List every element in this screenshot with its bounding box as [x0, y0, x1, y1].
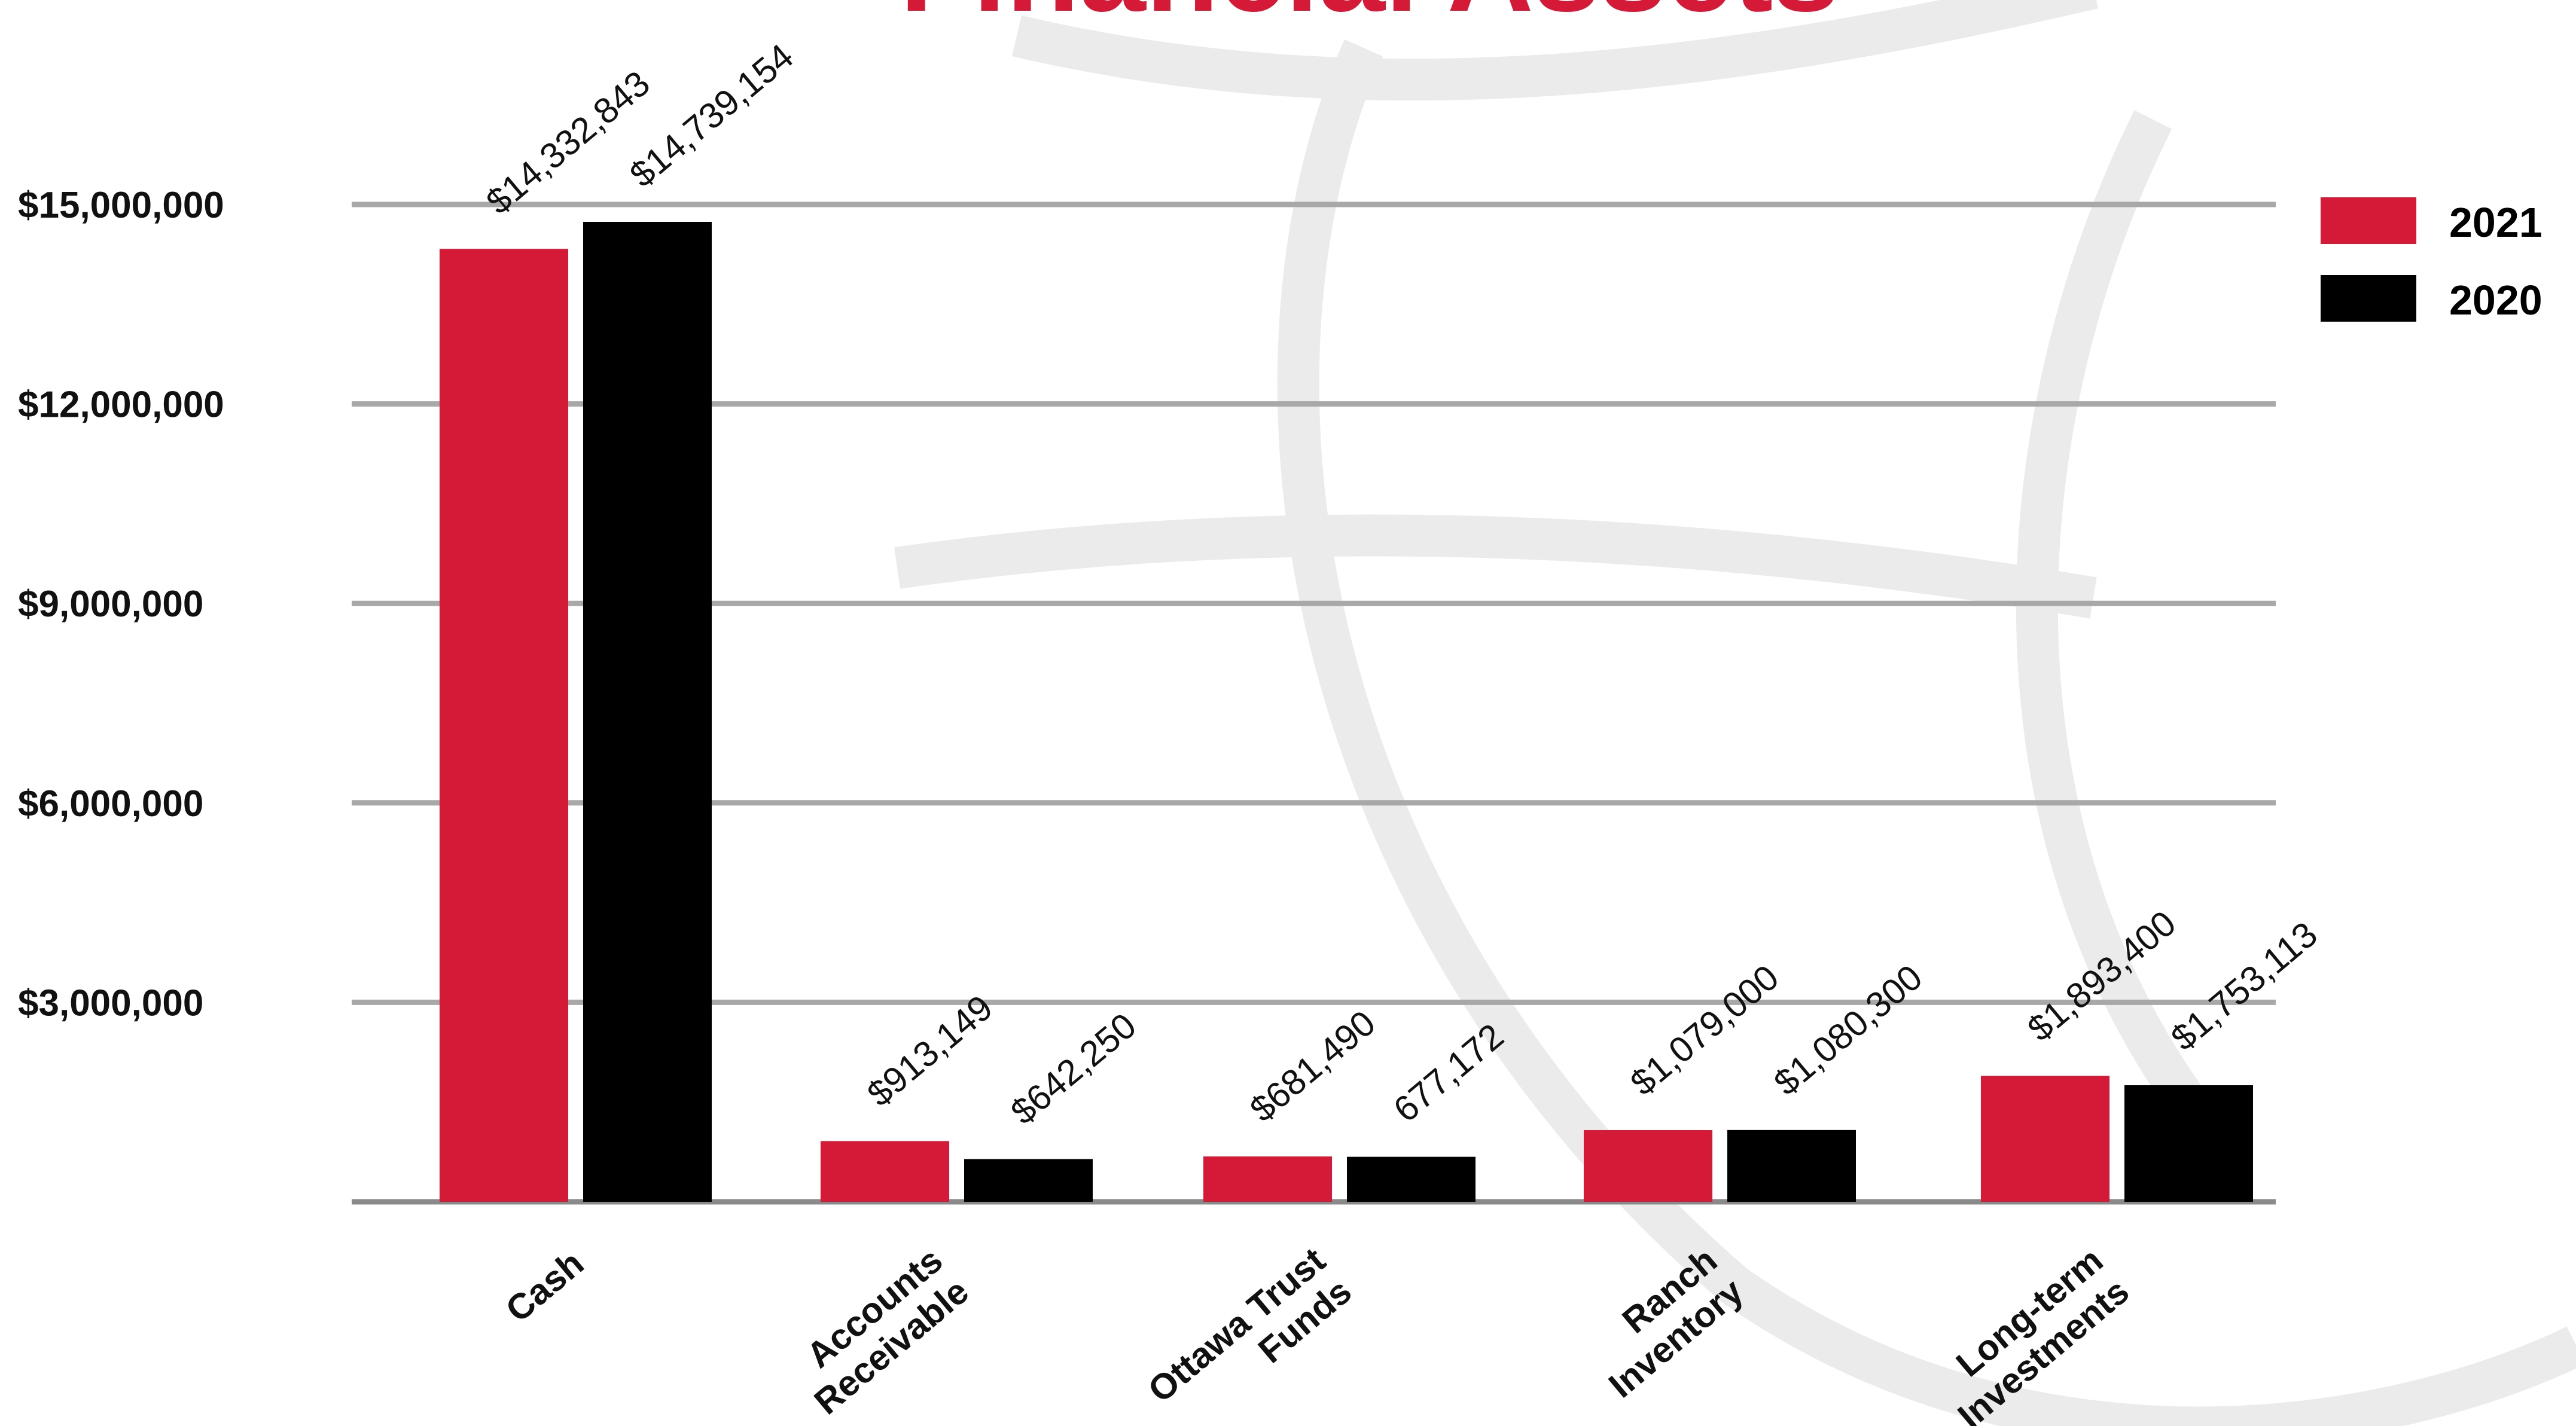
- bar-2021: [1981, 1076, 2109, 1202]
- data-label: $681,490: [1242, 1003, 1383, 1129]
- data-label: $14,332,843: [478, 63, 657, 222]
- watermark-arc: [1277, 39, 2576, 1426]
- data-label: $1,079,000: [1623, 957, 1786, 1103]
- bar-2021: [440, 249, 568, 1202]
- bar-2021: [1203, 1156, 1332, 1202]
- bar-2020: [583, 222, 712, 1202]
- y-tick-label: $3,000,000: [18, 982, 203, 1024]
- chart-title: Financial Assets: [900, 0, 1840, 36]
- bar-2021: [1584, 1130, 1712, 1202]
- data-label: $913,149: [859, 987, 1000, 1114]
- bar-2020: [964, 1159, 1093, 1202]
- bar-2020: [1727, 1129, 1856, 1202]
- y-tick-label: $15,000,000: [18, 185, 224, 226]
- data-label: $14,739,154: [622, 36, 801, 195]
- data-label: 677,172: [1386, 1016, 1511, 1130]
- watermark-body: [2016, 110, 2230, 1149]
- bar-2020: [1347, 1156, 1476, 1202]
- watermark-tail: [894, 514, 2097, 619]
- legend-label-2021: 2021: [2449, 199, 2543, 246]
- category-label: Cash: [498, 1243, 591, 1330]
- bar-2020: [2124, 1085, 2253, 1202]
- legend-label-2020: 2020: [2449, 277, 2543, 323]
- bar-2021: [821, 1141, 949, 1202]
- data-label: $1,080,300: [1766, 957, 1929, 1103]
- legend-swatch-2020: [2321, 275, 2416, 322]
- y-tick-label: $12,000,000: [18, 384, 224, 426]
- y-tick-label: $9,000,000: [18, 584, 203, 625]
- data-label: $1,753,113: [2163, 914, 2325, 1058]
- legend-swatch-2021: [2321, 197, 2416, 244]
- watermark-wing: [1012, 0, 2098, 101]
- category-label-line: Cash: [498, 1243, 591, 1330]
- y-tick-label: $6,000,000: [18, 783, 203, 825]
- data-label: $642,250: [1003, 1005, 1144, 1132]
